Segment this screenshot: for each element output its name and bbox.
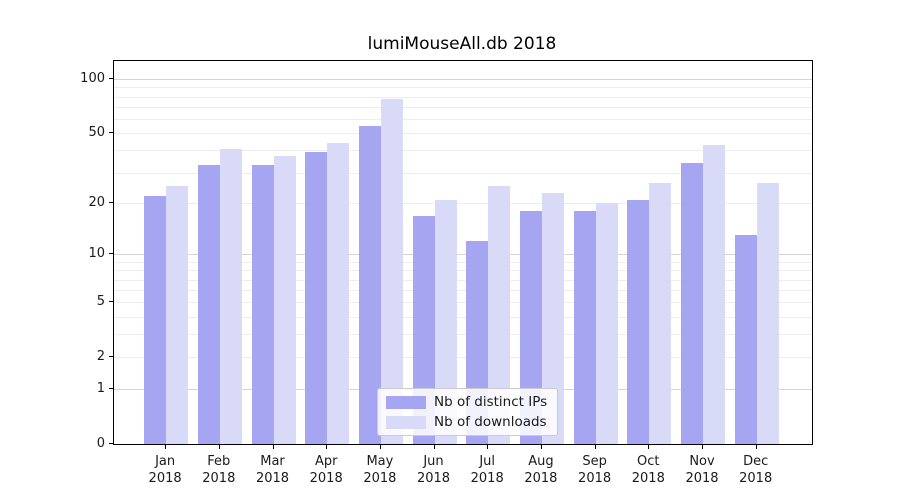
bar-downloads-dec	[756, 183, 779, 444]
bar-downloads-mar	[273, 156, 296, 444]
x-tick-sep	[594, 445, 596, 449]
bar-downloads-feb	[219, 148, 242, 444]
x-label-feb: Feb 2018	[202, 454, 236, 486]
gridline-minor-50	[114, 133, 812, 135]
x-tick-mar	[272, 445, 274, 449]
x-label-nov: Nov 2018	[685, 454, 719, 486]
y-label-0: 0	[96, 436, 105, 451]
x-tick-may	[379, 445, 381, 449]
legend-swatch-distinct-ips	[386, 395, 426, 409]
bar-downloads-aug	[541, 192, 564, 444]
bar-downloads-sep	[595, 203, 618, 444]
bar-distinct-ips-nov	[681, 162, 703, 444]
y-label-5: 5	[96, 294, 105, 310]
bar-distinct-ips-jun	[412, 215, 435, 444]
bar-downloads-jun	[434, 199, 457, 444]
bar-distinct-ips-jan	[144, 196, 167, 444]
bar-downloads-oct	[649, 183, 672, 444]
gridline-major-100	[114, 79, 812, 81]
gridline-minor-60	[114, 119, 812, 120]
bar-distinct-ips-may	[358, 125, 381, 444]
bar-distinct-ips-mar	[251, 165, 274, 444]
bar-distinct-ips-sep	[573, 211, 596, 444]
bar-distinct-ips-apr	[305, 152, 328, 444]
y-label-1: 1	[96, 381, 105, 397]
bar-downloads-jan	[166, 186, 189, 444]
x-label-jun: Jun 2018	[416, 454, 451, 486]
x-label-sep: Sep 2018	[578, 454, 612, 486]
bar-downloads-jul	[488, 186, 511, 444]
gridline-minor-90	[114, 87, 812, 89]
x-tick-dec	[755, 445, 757, 449]
x-tick-oct	[648, 445, 650, 449]
x-tick-feb	[218, 445, 220, 449]
bar-distinct-ips-aug	[519, 211, 542, 444]
y-label-50: 50	[88, 125, 105, 141]
bar-downloads-nov	[703, 144, 725, 444]
y-label-2: 2	[96, 349, 105, 365]
bar-distinct-ips-dec	[734, 235, 757, 444]
x-label-apr: Apr 2018	[309, 454, 343, 486]
bar-distinct-ips-oct	[627, 199, 650, 444]
x-label-mar: Mar 2018	[255, 454, 290, 486]
bar-downloads-may	[380, 98, 403, 444]
legend-label-downloads: Nb of downloads	[434, 414, 547, 430]
bar-downloads-apr	[327, 143, 350, 444]
y-tick-20	[109, 202, 113, 204]
plot-area	[113, 60, 813, 445]
x-label-aug: Aug 2018	[524, 454, 558, 486]
x-label-dec: Dec 2018	[739, 454, 773, 486]
x-label-jul: Jul 2018	[470, 454, 504, 486]
chart-title: lumiMouseAll.db 2018	[367, 34, 557, 54]
legend-item-distinct-ips: Nb of distinct IPs	[386, 394, 547, 410]
gridline-minor-70	[114, 107, 812, 108]
x-tick-jan	[165, 445, 167, 449]
legend-label-distinct-ips: Nb of distinct IPs	[434, 394, 548, 410]
y-tick-0	[109, 443, 113, 444]
y-label-100: 100	[80, 71, 105, 87]
legend-swatch-downloads	[386, 415, 426, 429]
y-label-10: 10	[88, 246, 105, 262]
gridline-minor-80	[114, 96, 812, 98]
legend: Nb of distinct IPs Nb of downloads	[377, 388, 559, 436]
y-tick-2	[109, 356, 113, 358]
x-tick-jul	[487, 445, 489, 449]
x-tick-nov	[702, 445, 703, 449]
y-tick-1	[109, 388, 113, 390]
y-tick-10	[109, 253, 113, 255]
y-tick-100	[109, 78, 113, 80]
legend-item-downloads: Nb of downloads	[386, 414, 547, 430]
x-tick-apr	[326, 445, 328, 449]
x-label-jan: Jan 2018	[148, 454, 182, 486]
x-tick-aug	[540, 445, 542, 449]
x-tick-jun	[433, 445, 435, 449]
x-label-may: May 2018	[363, 454, 397, 486]
bar-distinct-ips-feb	[197, 165, 220, 444]
y-label-20: 20	[88, 195, 105, 211]
y-tick-5	[109, 301, 113, 303]
y-tick-50	[109, 132, 113, 134]
x-label-oct: Oct 2018	[631, 454, 665, 486]
